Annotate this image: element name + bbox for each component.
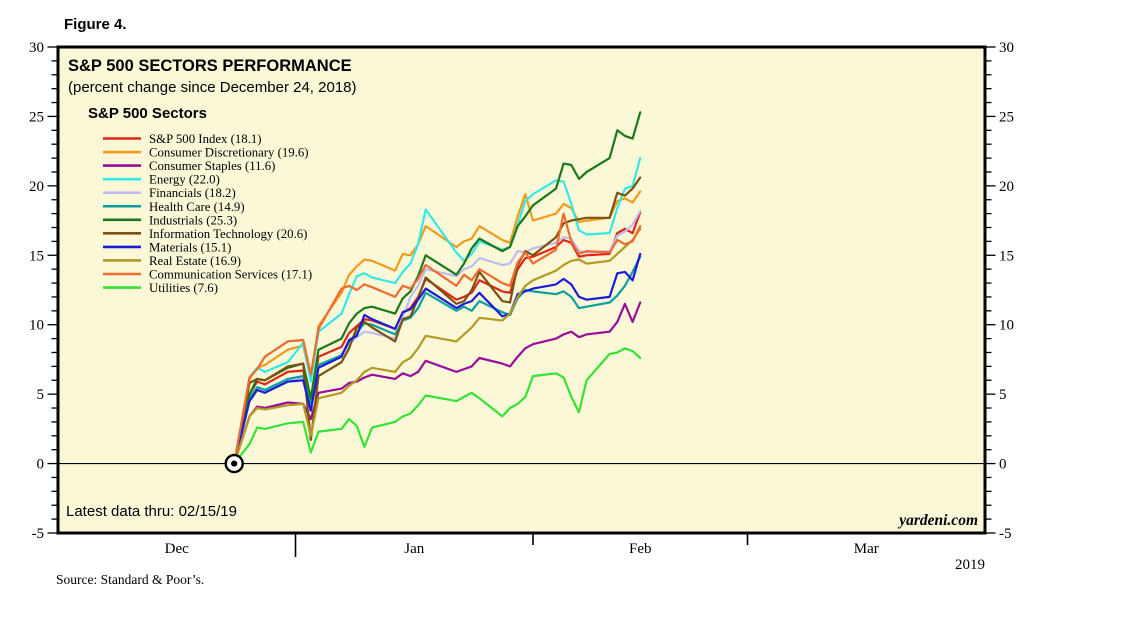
y-axis-label-right: 30 [999,40,1014,56]
legend-label-industrials: Industrials (25.3) [149,213,237,227]
y-axis-label-left: 15 [29,248,44,264]
x-month-label: Feb [629,541,652,557]
year-label: 2019 [955,557,985,573]
legend-item-consumer-staples: Consumer Staples (11.6) [103,159,275,173]
y-axis-label-left: 30 [29,40,44,56]
legend-label-materials: Materials (15.1) [149,240,231,254]
y-axis-label-right: 15 [999,248,1014,264]
legend-title: S&P 500 Sectors [88,105,207,122]
x-month-label: Jan [404,541,424,557]
footnote-latest-data: Latest data thru: 02/15/19 [66,503,237,520]
y-axis-label-left: 0 [37,457,45,473]
legend-item-consumer-discretionary: Consumer Discretionary (19.6) [103,146,309,160]
series-line-industrials [233,111,642,465]
legend-item-sp500-index: S&P 500 Index (18.1) [103,132,262,146]
series-line-real-estate [233,227,642,465]
legend-label-information-technology: Information Technology (20.6) [149,227,307,241]
legend-label-health-care: Health Care (14.9) [149,200,245,214]
origin-marker-dot [231,460,238,467]
y-axis-label-right: 0 [999,457,1007,473]
y-axis-label-right: 10 [999,318,1014,334]
legend-item-energy: Energy (22.0) [103,173,220,187]
y-axis-label-left: 10 [29,318,44,334]
legend-item-communication-services: Communication Services (17.1) [103,268,312,282]
y-axis-label-right: -5 [999,526,1012,542]
chart-title: S&P 500 SECTORS PERFORMANCE [68,57,352,75]
figure-label: Figure 4. [64,16,127,33]
x-month-label: Dec [165,541,189,557]
y-axis-label-left: 5 [37,387,45,403]
x-month-label: Mar [854,541,879,557]
legend-item-industrials: Industrials (25.3) [103,213,237,227]
brand-yardeni: yardeni.com [897,512,978,529]
legend-label-consumer-discretionary: Consumer Discretionary (19.6) [149,146,309,160]
series-line-communication-services [233,212,642,465]
legend-item-information-technology: Information Technology (20.6) [103,227,307,241]
legend-label-energy: Energy (22.0) [149,173,220,187]
legend-label-utilities: Utilities (7.6) [149,281,218,295]
legend-item-utilities: Utilities (7.6) [103,281,218,295]
y-axis-label-left: 25 [29,109,44,125]
y-axis-label-left: 20 [29,179,44,195]
legend-label-sp500-index: S&P 500 Index (18.1) [149,132,262,146]
legend-item-health-care: Health Care (14.9) [103,200,245,214]
source-note: Source: Standard & Poor’s. [56,572,204,587]
y-axis-label-left: -5 [32,526,45,542]
legend-item-real-estate: Real Estate (16.9) [103,254,241,268]
legend-item-materials: Materials (15.1) [103,240,231,254]
legend-item-financials: Financials (18.2) [103,186,236,200]
legend-label-consumer-staples: Consumer Staples (11.6) [149,159,275,173]
series-line-utilities [233,347,642,465]
y-axis-label-right: 20 [999,179,1014,195]
series-line-consumer-staples [233,301,642,465]
y-axis-label-right: 25 [999,109,1014,125]
y-axis-label-right: 5 [999,387,1007,403]
legend-label-communication-services: Communication Services (17.1) [149,268,312,282]
legend-label-financials: Financials (18.2) [149,186,236,200]
series-line-materials [233,252,642,465]
series-line-health-care [233,255,642,465]
series-line-information-technology [233,176,642,465]
chart-subtitle: (percent change since December 24, 2018) [68,79,357,96]
legend-label-real-estate: Real Estate (16.9) [149,254,241,268]
series-line-energy [233,157,642,465]
